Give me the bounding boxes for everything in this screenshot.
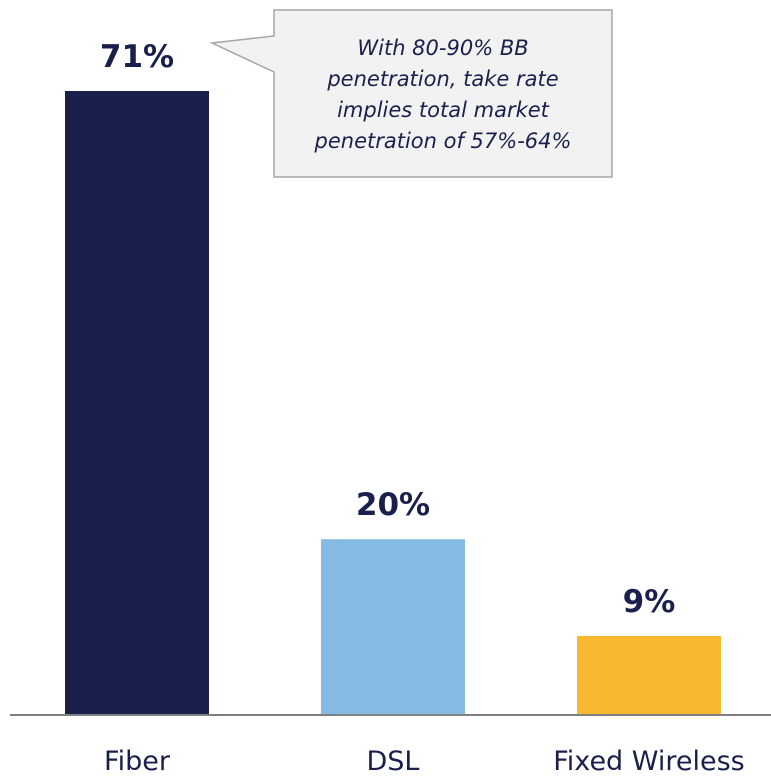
callout-line: penetration, take rate xyxy=(326,67,558,91)
value-labels-group: 71% 20% 9% xyxy=(100,39,675,620)
category-label-fixed-wireless: Fixed Wireless xyxy=(553,746,745,777)
value-label-dsl: 20% xyxy=(356,487,430,523)
callout-line: With 80-90% BB xyxy=(357,36,528,60)
bar-fiber xyxy=(65,91,209,715)
callout-text: With 80-90% BB penetration, take rate impl… xyxy=(314,36,572,153)
callout-annotation: With 80-90% BB penetration, take rate impl… xyxy=(209,9,613,178)
category-label-fiber: Fiber xyxy=(104,746,171,777)
bars-group xyxy=(65,91,721,715)
callout-line: penetration of 57%-64% xyxy=(314,129,572,153)
category-label-dsl: DSL xyxy=(367,746,420,777)
callout-box xyxy=(209,9,613,178)
bar-fixed-wireless xyxy=(577,635,721,715)
callout-line: implies total market xyxy=(337,98,550,122)
category-labels-group: Fiber DSL Fixed Wireless xyxy=(104,746,745,777)
value-label-fiber: 71% xyxy=(100,39,174,75)
bar-dsl xyxy=(321,539,465,715)
value-label-fixed-wireless: 9% xyxy=(623,584,676,620)
